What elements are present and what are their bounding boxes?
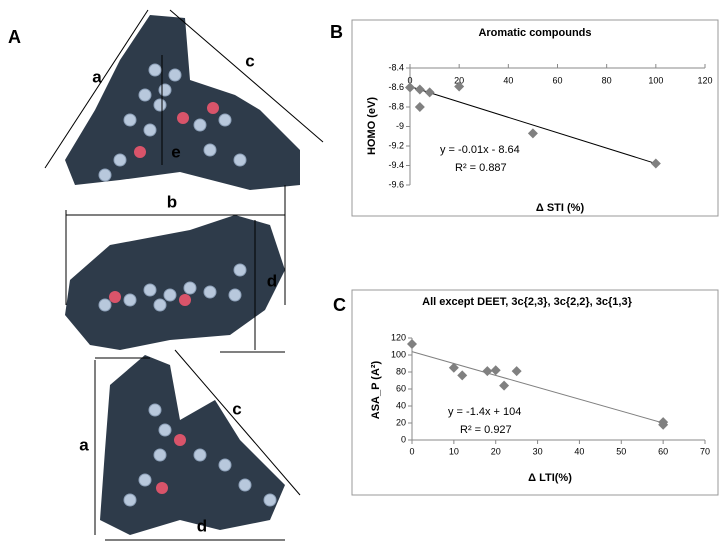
data-point (424, 87, 435, 98)
dimension-label: a (92, 67, 102, 86)
y-tick-label: 20 (396, 417, 406, 427)
x-axis-label: Δ LTI(%) (528, 472, 572, 484)
data-point (499, 380, 510, 391)
x-tick-label: 60 (552, 75, 562, 85)
y-tick-label: 60 (396, 383, 406, 393)
dimension-label: c (245, 51, 254, 70)
data-point (457, 370, 468, 381)
x-tick-label: 50 (616, 446, 626, 456)
dimension-lines (44, 9, 324, 541)
data-point (414, 102, 425, 112)
data-point (414, 84, 425, 95)
dimension-label: a (79, 435, 89, 454)
x-tick-label: 80 (602, 75, 612, 85)
data-point (527, 128, 538, 139)
oxygen-atoms (109, 102, 219, 494)
molecule-surface (65, 15, 300, 190)
chart-frame (351, 19, 719, 217)
y-tick-label: -8.8 (388, 101, 404, 111)
data-point (650, 158, 661, 169)
x-tick-label: 0 (409, 446, 414, 456)
chart-frame (351, 289, 719, 496)
x-tick-label: 100 (648, 75, 663, 85)
data-point (511, 366, 522, 377)
data-point (407, 338, 417, 349)
data-point (482, 366, 493, 377)
data-point (490, 365, 501, 376)
data-point (405, 82, 415, 93)
y-tick-label: 80 (396, 366, 406, 376)
data-point (448, 362, 459, 373)
data-point (658, 419, 669, 430)
annotation: y = -1.4x + 104 (448, 406, 521, 418)
chart-title: Aromatic compounds (478, 27, 591, 39)
y-tick-label: -9.4 (388, 160, 404, 170)
annotation: R² = 0.927 (460, 424, 512, 436)
y-axis-label: ASA_P (A²) (370, 360, 382, 419)
y-tick-label: 120 (391, 332, 406, 342)
annotation: y = -0.01x - 8.64 (440, 144, 520, 156)
y-tick-label: -8.4 (388, 62, 404, 72)
x-tick-label: 0 (407, 75, 412, 85)
y-tick-label: -9.6 (388, 179, 404, 189)
x-axis-label: Δ STI (%) (536, 202, 585, 214)
dimension-label: d (267, 271, 277, 290)
y-tick-label: 40 (396, 400, 406, 410)
x-tick-label: 30 (533, 446, 543, 456)
panel-label: C (333, 295, 346, 315)
chart-title: All except DEET, 3c{2,3}, 3c{2,2}, 3c{1,… (422, 296, 632, 308)
x-tick-label: 120 (697, 75, 712, 85)
x-tick-label: 70 (700, 446, 710, 456)
x-tick-label: 60 (658, 446, 668, 456)
data-point (454, 81, 465, 92)
y-tick-label: 100 (391, 349, 406, 359)
annotation: R² = 0.887 (455, 162, 507, 174)
panel-label: B (330, 22, 343, 42)
dimension-label: c (232, 399, 241, 418)
panel-label: A (8, 27, 21, 47)
molecule-surface (65, 215, 285, 350)
dimension-label: b (167, 192, 177, 211)
y-axis-label: HOMO (eV) (366, 97, 378, 155)
dimension-label: e (171, 142, 180, 161)
y-tick-label: 0 (401, 434, 406, 444)
trendline (409, 86, 656, 165)
x-tick-label: 40 (503, 75, 513, 85)
molecule-surface (100, 355, 285, 535)
x-tick-label: 40 (574, 446, 584, 456)
y-tick-label: -9 (396, 121, 404, 131)
x-tick-label: 20 (491, 446, 501, 456)
y-tick-label: -9.2 (388, 140, 404, 150)
y-tick-label: -8.6 (388, 82, 404, 92)
dimension-label: d (197, 516, 207, 535)
x-tick-label: 10 (449, 446, 459, 456)
x-tick-label: 20 (454, 75, 464, 85)
molecule-views (44, 9, 324, 541)
